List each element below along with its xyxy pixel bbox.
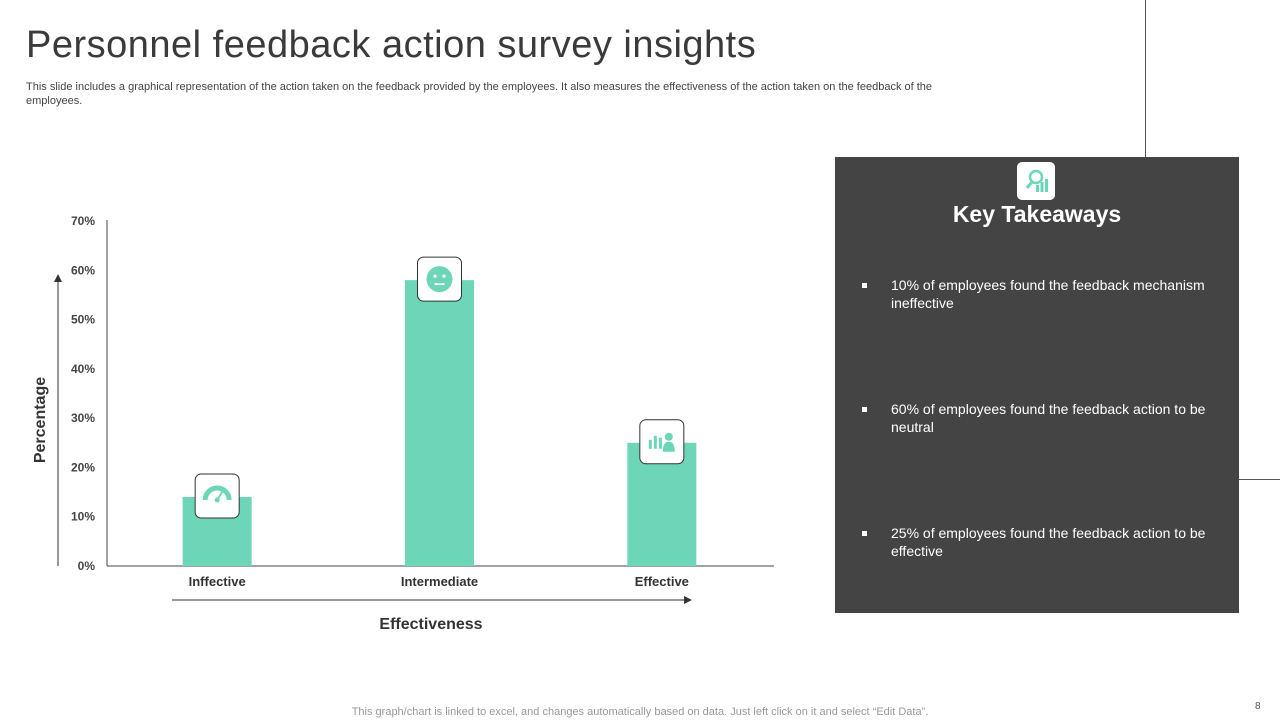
y-tick-label: 50% <box>71 313 95 327</box>
takeaway-text: 60% of employees found the feedback acti… <box>891 401 1206 435</box>
icon-person-body <box>662 441 675 452</box>
y-tick-label: 60% <box>71 263 95 277</box>
icon-bar <box>653 435 657 449</box>
page-number: 8 <box>1255 701 1261 712</box>
y-axis-title: Percentage <box>32 377 49 463</box>
decorative-horizontal-line <box>1239 479 1280 480</box>
icon-bar <box>648 439 652 449</box>
key-takeaways-panel: Key Takeaways 10% of employees found the… <box>835 157 1239 613</box>
y-tick-label: 30% <box>71 411 95 425</box>
y-tick-label: 20% <box>71 460 95 474</box>
icon-badge <box>194 473 240 519</box>
icon-person-head <box>664 432 673 441</box>
x-category-label: Inffective <box>189 574 246 589</box>
neutral-face-icon <box>417 256 462 302</box>
bullet-icon <box>862 531 867 536</box>
decorative-vertical-line <box>1145 0 1146 157</box>
takeaway-text: 25% of employees found the feedback acti… <box>891 525 1206 559</box>
growth-chart-icon <box>639 419 685 465</box>
takeaway-item: 60% of employees found the feedback acti… <box>862 400 1212 436</box>
icon-bar <box>658 437 662 449</box>
y-tick-label: 70% <box>71 214 95 228</box>
gauge-hub <box>214 497 220 503</box>
footer-note: This graph/chart is linked to excel, and… <box>351 706 929 718</box>
bullet-icon <box>862 407 867 412</box>
bar <box>405 280 474 566</box>
y-tick-label: 40% <box>71 362 95 376</box>
takeaway-item: 10% of employees found the feedback mech… <box>862 276 1212 312</box>
bullet-icon <box>862 283 867 288</box>
y-tick-label: 10% <box>71 510 95 524</box>
bar-chart: 0% 10% 20% 30% 40% 50% 60% 70% Inffective Interm… <box>32 214 774 633</box>
x-axis-title: Effectiveness <box>379 616 482 633</box>
analytics-icon <box>1017 162 1055 200</box>
takeaway-item: 25% of employees found the feedback acti… <box>862 524 1212 560</box>
slide-subtitle: This slide includes a graphical represen… <box>26 81 933 107</box>
gauge-icon <box>194 473 240 519</box>
x-category-label: Effective <box>635 574 689 589</box>
face-shape <box>426 266 453 293</box>
face-eye <box>433 274 437 278</box>
takeaway-text: 10% of employees found the feedback mech… <box>891 277 1205 311</box>
face-eye <box>442 274 446 278</box>
x-category-label: Intermediate <box>401 574 478 589</box>
key-takeaways-title: Key Takeaways <box>952 201 1122 227</box>
y-tick-label: 0% <box>78 559 96 573</box>
gauge-arc <box>202 485 232 501</box>
slide-title: Personnel feedback action survey insight… <box>26 24 757 66</box>
